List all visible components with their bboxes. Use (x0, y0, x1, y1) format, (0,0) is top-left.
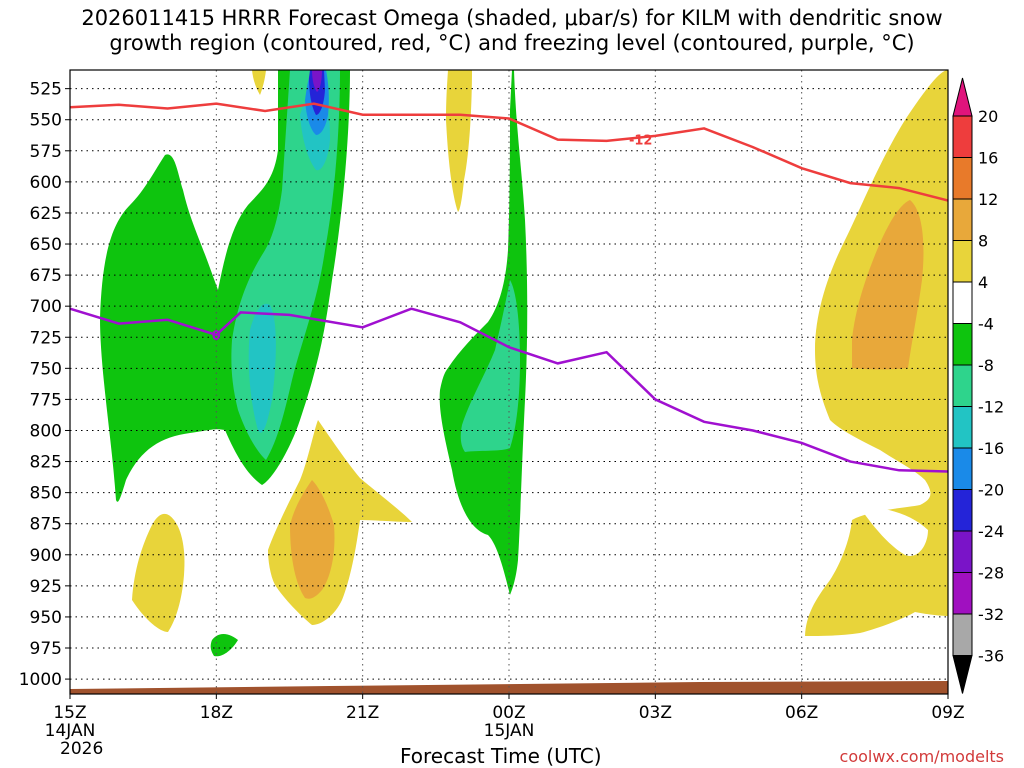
y-tick-label-700: 700 (30, 297, 62, 317)
omega-region-orange-mid (290, 480, 335, 599)
x-tick-date-15Z: 14JAN (45, 721, 96, 741)
colorbar-label--20: -20 (978, 481, 1004, 500)
colorbar-label-12: 12 (978, 190, 998, 209)
colorbar-segment-3 (952, 198, 973, 241)
x-tick-label-09Z: 09Z (931, 703, 964, 723)
colorbar-label-4: 4 (978, 273, 988, 292)
omega-region-white-gap-right (858, 505, 928, 556)
y-tick-label-925: 925 (30, 577, 62, 597)
colorbar-label--32: -32 (978, 605, 1004, 624)
colorbar-label-16: 16 (978, 149, 998, 168)
omega-region-yellow-mid-low (268, 420, 412, 625)
y-tick-label-975: 975 (30, 639, 62, 659)
dendritic-growth-label: -12 (629, 134, 653, 149)
x-tick-label-15Z: 15Z (53, 703, 86, 723)
y-tick-label-600: 600 (30, 173, 62, 193)
y-tick-label-950: 950 (30, 608, 62, 628)
y-tick-label-775: 775 (30, 390, 62, 410)
colorbar-segment-11 (952, 530, 973, 573)
title-line-1: 2026011415 HRRR Forecast Omega (shaded, … (81, 6, 943, 30)
colorbar-segment-8 (952, 406, 973, 449)
y-tick-label-525: 525 (30, 80, 62, 100)
omega-region-yellow-left-low (132, 513, 185, 632)
y-tick-label-850: 850 (30, 484, 62, 504)
colorbar-segment-13 (952, 613, 973, 656)
y-tick-label-900: 900 (30, 546, 62, 566)
colorbar-bottom-arrow (952, 655, 973, 694)
y-tick-label-1000: 1000 (19, 670, 62, 690)
omega-region-yellow-top-left (252, 70, 266, 95)
colorbar-segment-1 (952, 115, 973, 158)
x-tick-label-21Z: 21Z (346, 703, 379, 723)
colorbar-label--12: -12 (978, 398, 1004, 417)
x-tick-date-00Z: 15JAN (484, 721, 535, 741)
x-tick-label-06Z: 06Z (785, 703, 818, 723)
omega-region-yellow-top-mid (446, 70, 472, 212)
colorbar-segment-5 (952, 281, 973, 324)
colorbar-segment-4 (952, 240, 973, 283)
colorbar-label--8: -8 (978, 356, 994, 375)
colorbar-label--24: -24 (978, 522, 1004, 541)
title-line-2: growth region (contoured, red, °C) and f… (109, 31, 915, 55)
credit-link[interactable]: coolwx.com/modelts (839, 747, 1004, 766)
grid-lines (70, 70, 948, 694)
y-tick-label-875: 875 (30, 515, 62, 535)
y-axis: 525 550 575 600 625 650 675 700 725 750 775 800 825 8… (19, 80, 70, 690)
omega-region-orange-right (852, 200, 924, 370)
colorbar-segment-12 (952, 572, 973, 615)
colorbar: 20 16 12 8 4 -4 -8 -12 -16 -20 -24 -28 -32 -36 (952, 77, 1004, 694)
freezing-level-label: 0 (212, 329, 221, 344)
dendritic-growth-line (70, 102, 948, 202)
omega-region-purple-core (312, 70, 322, 92)
colorbar-segment-6 (952, 323, 973, 366)
y-tick-label-575: 575 (30, 142, 62, 162)
y-tick-label-650: 650 (30, 235, 62, 255)
y-tick-label-625: 625 (30, 204, 62, 224)
colorbar-segment-2 (952, 157, 973, 200)
x-tick-year-15Z: 2026 (60, 739, 103, 759)
y-tick-label-825: 825 (30, 453, 62, 473)
chart-title: 2026011415 HRRR Forecast Omega (shaded, … (0, 6, 1024, 56)
omega-region-green-mid (439, 70, 528, 595)
colorbar-segment-10 (952, 489, 973, 532)
y-tick-label-725: 725 (30, 328, 62, 348)
colorbar-label-20: 20 (978, 107, 998, 126)
colorbar-label--16: -16 (978, 439, 1004, 458)
x-tick-label-03Z: 03Z (639, 703, 672, 723)
omega-region-green-small (210, 634, 238, 657)
omega-region-cyan-core (248, 303, 276, 433)
colorbar-label--28: -28 (978, 564, 1004, 583)
colorbar-label--36: -36 (978, 647, 1004, 666)
y-tick-label-550: 550 (30, 111, 62, 131)
colorbar-top-arrow (952, 77, 973, 117)
x-axis-title: Forecast Time (UTC) (400, 744, 602, 768)
colorbar-label-8: 8 (978, 232, 988, 251)
y-tick-label-750: 750 (30, 359, 62, 379)
x-tick-label-00Z: 00Z (492, 703, 525, 723)
y-tick-label-675: 675 (30, 266, 62, 286)
omega-region-teal-mid (460, 280, 520, 452)
y-tick-label-800: 800 (30, 421, 62, 441)
colorbar-segment-9 (952, 447, 973, 490)
colorbar-label--4: -4 (978, 315, 994, 334)
freezing-level-line (70, 307, 948, 473)
x-tick-label-18Z: 18Z (200, 703, 233, 723)
colorbar-segment-7 (952, 364, 973, 407)
